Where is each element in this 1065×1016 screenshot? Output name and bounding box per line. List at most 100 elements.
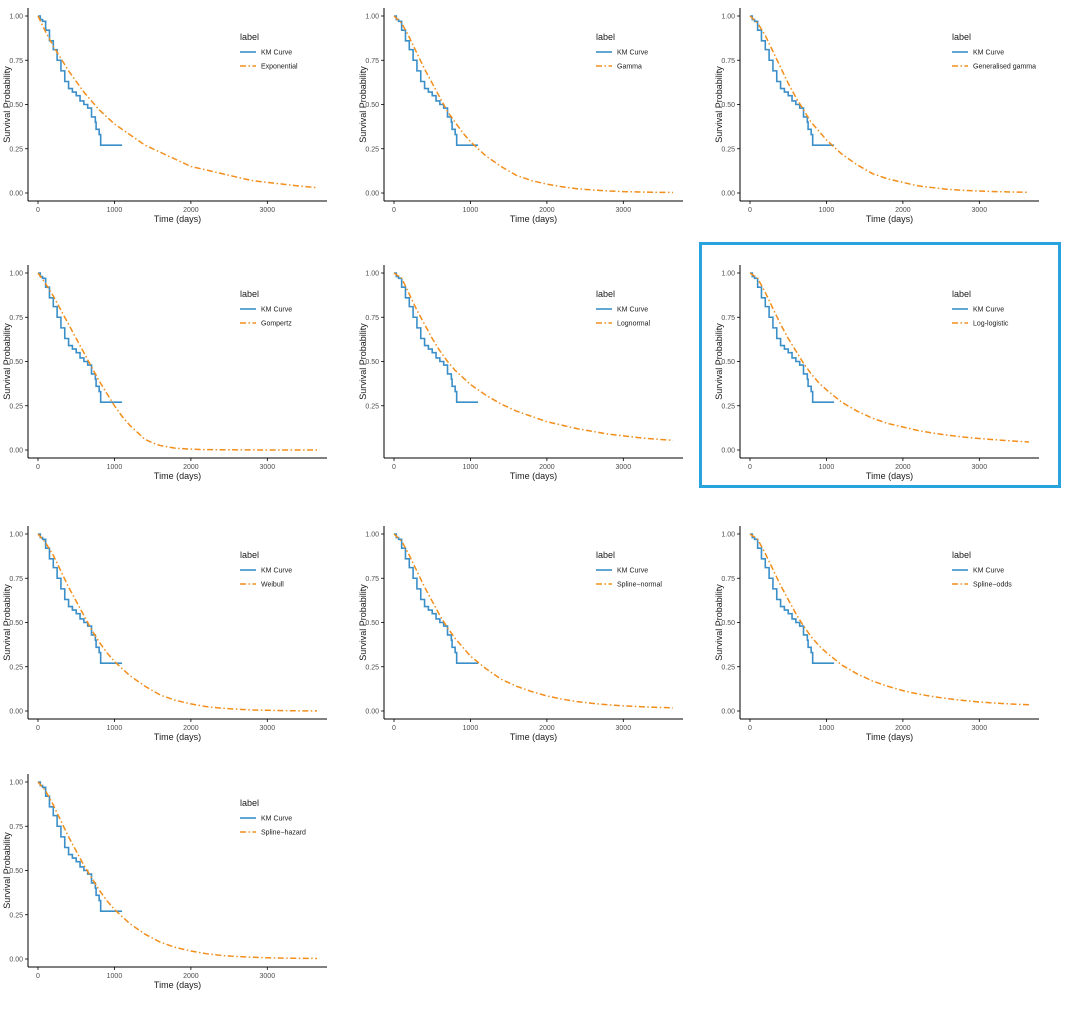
km-curve-line: [750, 272, 835, 404]
chart-panel-8: 0.00 0.25 0.50 0.75 1.00 0 1000 2000 3000 Time (d…: [356, 518, 711, 768]
legend-label-model: Log-logistic: [973, 321, 1009, 328]
x-tick-label: 1000: [819, 207, 835, 214]
legend-label-km: KM Curve: [261, 50, 292, 57]
y-tick-label: 0.25: [721, 146, 735, 153]
y-axis-title: Survival Probability: [2, 323, 12, 400]
model-curve-line: [393, 272, 674, 442]
km-curve-line: [394, 533, 479, 665]
x-tick-label: 3000: [616, 725, 632, 732]
chart-svg: 0.00 0.25 0.50 0.75 1.00 0 1000 2000 3000 Time (d…: [2, 265, 327, 481]
y-tick-label: 0.25: [365, 146, 379, 153]
y-tick-label: 1.00: [9, 532, 23, 539]
x-tick-label: 3000: [972, 207, 988, 214]
y-tick-label: 0.75: [365, 315, 379, 322]
km-curve-line: [394, 272, 479, 404]
y-tick-label: 0.25: [365, 403, 379, 410]
x-tick-label: 2000: [183, 973, 199, 980]
x-tick-label: 0: [392, 207, 396, 214]
x-axis-title: Time (days): [154, 471, 201, 481]
chart-panel-2: 0.00 0.25 0.50 0.75 1.00 0 1000 2000 3000 Time (d…: [356, 0, 711, 250]
y-axis-title: Survival Probability: [358, 66, 368, 143]
chart-panel-5: 0.25 0.50 0.75 1.00 0 1000 2000 3000 Time (days)…: [356, 257, 711, 507]
model-curve-line: [393, 533, 674, 709]
x-tick-label: 1000: [107, 973, 123, 980]
x-tick-label: 3000: [260, 207, 276, 214]
y-tick-label: 1.00: [9, 14, 23, 21]
x-axis-title: Time (days): [866, 214, 913, 224]
x-tick-label: 0: [36, 973, 40, 980]
model-curve-line: [37, 272, 317, 451]
legend-label-model: Gamma: [617, 64, 642, 71]
chart-panel-7: 0.00 0.25 0.50 0.75 1.00 0 1000 2000 3000 Time (d…: [0, 518, 355, 768]
y-axis-title: Survival Probability: [714, 66, 724, 143]
legend-label-model: Spline−normal: [617, 582, 662, 589]
model-curve-line: [37, 533, 317, 712]
legend-title: label: [240, 798, 259, 808]
legend-title: label: [240, 289, 259, 299]
y-tick-label: 0.50: [721, 102, 735, 109]
y-tick-label: 0.50: [9, 620, 23, 627]
y-axis-title: Survival Probability: [2, 584, 12, 661]
y-tick-label: 1.00: [365, 14, 379, 21]
legend-label-km: KM Curve: [973, 307, 1004, 314]
y-tick-label: 0.00: [9, 191, 23, 198]
y-tick-label: 0.25: [721, 403, 735, 410]
x-tick-label: 2000: [895, 207, 911, 214]
y-tick-label: 0.75: [721, 58, 735, 65]
x-tick-label: 0: [392, 464, 396, 471]
km-curve-line: [394, 15, 479, 147]
chart-svg: 0.00 0.25 0.50 0.75 1.00 0 1000 2000 3000 Time (d…: [714, 526, 1039, 742]
y-axis-title: Survival Probability: [358, 584, 368, 661]
x-tick-label: 0: [36, 725, 40, 732]
chart-panel-4: 0.00 0.25 0.50 0.75 1.00 0 1000 2000 3000 Time (d…: [0, 257, 355, 507]
y-tick-label: 0.25: [721, 664, 735, 671]
x-tick-label: 1000: [463, 207, 479, 214]
legend-label-km: KM Curve: [261, 568, 292, 575]
y-tick-label: 0.50: [721, 620, 735, 627]
x-tick-label: 2000: [183, 725, 199, 732]
survival-model-grid: 0.00 0.25 0.50 0.75 1.00 0 1000 2000 3000 Time (d…: [0, 0, 1065, 990]
legend-label-model: Spline−odds: [973, 582, 1012, 589]
model-curve-line: [749, 15, 1030, 194]
y-tick-label: 0.00: [365, 709, 379, 716]
y-tick-label: 0.00: [721, 709, 735, 716]
x-tick-label: 3000: [260, 973, 276, 980]
chart-svg: 0.00 0.25 0.50 0.75 1.00 0 1000 2000 3000 Time (d…: [714, 8, 1039, 224]
x-axis-title: Time (days): [510, 214, 557, 224]
y-axis-title: Survival Probability: [2, 832, 12, 909]
legend-label-km: KM Curve: [617, 50, 648, 57]
x-tick-label: 2000: [539, 725, 555, 732]
y-tick-label: 0.50: [721, 359, 735, 366]
x-tick-label: 1000: [107, 725, 123, 732]
y-tick-label: 0.25: [9, 403, 23, 410]
x-tick-label: 2000: [183, 207, 199, 214]
y-axis-title: Survival Probability: [714, 584, 724, 661]
y-tick-label: 0.50: [9, 102, 23, 109]
km-curve-line: [38, 15, 123, 147]
legend-title: label: [240, 550, 259, 560]
chart-panel-3: 0.00 0.25 0.50 0.75 1.00 0 1000 2000 3000 Time (d…: [712, 0, 1065, 250]
legend-title: label: [596, 289, 615, 299]
x-tick-label: 3000: [260, 464, 276, 471]
x-tick-label: 0: [748, 464, 752, 471]
km-curve-line: [38, 533, 123, 665]
x-tick-label: 1000: [819, 464, 835, 471]
y-tick-label: 1.00: [721, 532, 735, 539]
y-tick-label: 0.75: [365, 58, 379, 65]
chart-panel-9: 0.00 0.25 0.50 0.75 1.00 0 1000 2000 3000 Time (d…: [712, 518, 1065, 768]
y-tick-label: 1.00: [365, 271, 379, 278]
y-tick-label: 0.50: [365, 359, 379, 366]
chart-panel-6: 0.00 0.25 0.50 0.75 1.00 0 1000 2000 3000 Time (d…: [712, 257, 1065, 507]
y-tick-label: 0.50: [9, 359, 23, 366]
y-tick-label: 0.00: [9, 448, 23, 455]
x-tick-label: 0: [748, 725, 752, 732]
x-axis-title: Time (days): [154, 732, 201, 742]
y-tick-label: 0.50: [365, 102, 379, 109]
legend-label-model: Exponential: [261, 64, 298, 71]
y-tick-label: 0.25: [365, 664, 379, 671]
chart-svg: 0.00 0.25 0.50 0.75 1.00 0 1000 2000 3000 Time (d…: [2, 8, 327, 224]
y-tick-label: 1.00: [9, 780, 23, 787]
y-tick-label: 1.00: [9, 271, 23, 278]
legend-label-model: Lognormal: [617, 321, 651, 328]
y-tick-label: 0.25: [9, 912, 23, 919]
